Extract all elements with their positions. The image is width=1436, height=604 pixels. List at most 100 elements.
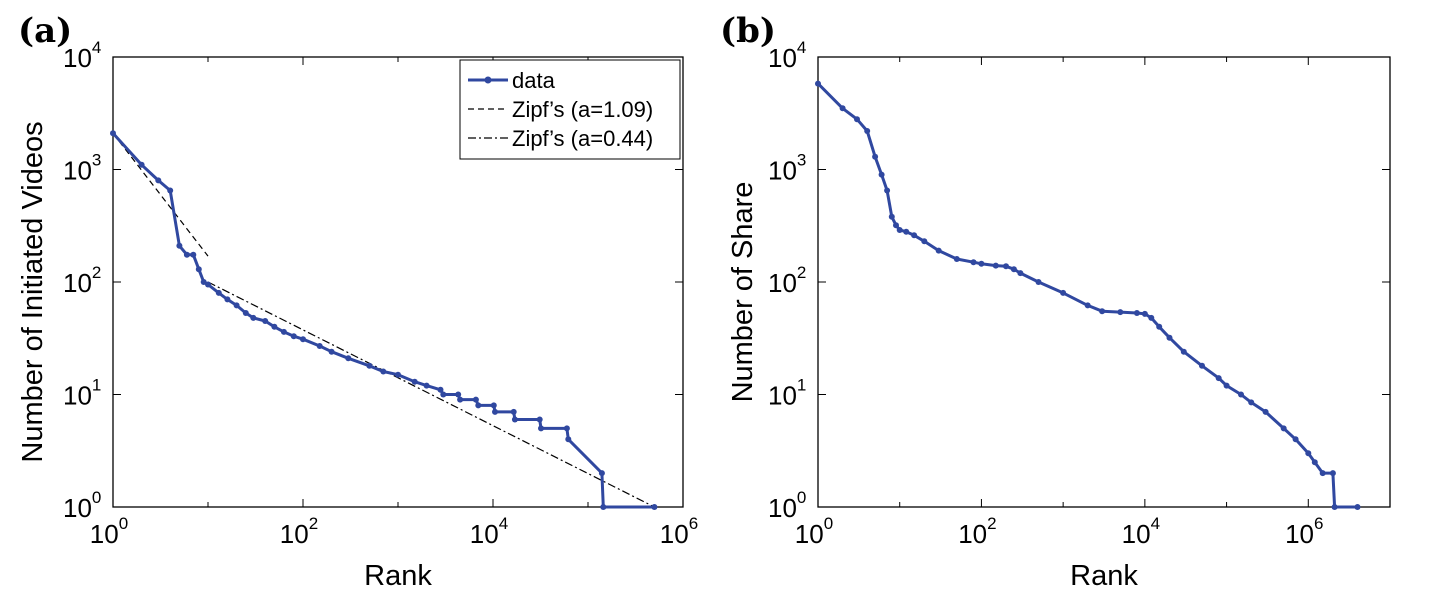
- x-tick-exponent: 0: [824, 514, 833, 533]
- legend-label: Zipf’s (a=0.44): [512, 126, 653, 151]
- data-point: [921, 238, 928, 245]
- data-point: [411, 378, 418, 385]
- data-point: [888, 213, 895, 220]
- data-point: [205, 281, 211, 288]
- y-tick-base: 10: [768, 156, 797, 186]
- data-point: [1305, 450, 1312, 457]
- data-point: [1248, 399, 1255, 406]
- legend: data Zipf’s (a=1.09) Zipf’s (a=0.44): [459, 59, 681, 160]
- data-point: [1133, 310, 1140, 316]
- data-point: [492, 408, 498, 415]
- y-tick-label: 101: [63, 376, 101, 411]
- data-point: [380, 368, 387, 375]
- y-tick-base: 10: [63, 268, 92, 298]
- data-point: [536, 416, 543, 423]
- data-point: [437, 386, 444, 393]
- data-point: [215, 289, 222, 296]
- data-point: [538, 425, 544, 432]
- data-point: [190, 251, 197, 258]
- data-point: [366, 362, 373, 369]
- x-tick-label: 100: [90, 514, 128, 549]
- x-tick-exponent: 4: [499, 514, 508, 533]
- x-tick-label: 104: [470, 514, 508, 549]
- data-point: [1292, 436, 1299, 443]
- x-tick-label: 102: [958, 514, 996, 549]
- data-point: [1166, 334, 1173, 341]
- data-point: [195, 266, 202, 273]
- data-point: [815, 80, 821, 87]
- series-line: [207, 281, 655, 508]
- data-point: [1035, 279, 1042, 285]
- data-point: [510, 408, 517, 415]
- data-point: [490, 402, 497, 409]
- data-point: [395, 371, 401, 378]
- x-tick-base: 10: [660, 519, 689, 549]
- x-tick-exponent: 2: [987, 514, 996, 533]
- data-point: [1319, 470, 1326, 477]
- data-point: [345, 355, 352, 362]
- panel-label: (b): [720, 11, 776, 51]
- data-point: [878, 171, 885, 178]
- data-point: [903, 228, 910, 235]
- x-tick-label: 102: [280, 514, 318, 549]
- y-tick-base: 10: [63, 381, 92, 411]
- data-point: [839, 105, 846, 112]
- data-point: [1354, 504, 1361, 510]
- y-tick-label: 104: [768, 38, 806, 73]
- data-point: [423, 382, 430, 389]
- y-tick-exponent: 4: [92, 38, 101, 57]
- x-tick-base: 10: [470, 519, 499, 549]
- x-tick-label: 106: [660, 514, 698, 549]
- y-tick-exponent: 3: [797, 151, 806, 170]
- x-axis-label: Rank: [364, 560, 432, 592]
- data-point: [1215, 375, 1222, 382]
- data-point: [600, 504, 607, 510]
- data-point: [1148, 314, 1155, 321]
- data-point: [1311, 459, 1318, 466]
- series-line: [816, 82, 1358, 509]
- x-tick-exponent: 6: [689, 514, 698, 533]
- data-point: [242, 310, 249, 316]
- x-tick-exponent: 2: [309, 514, 318, 533]
- y-tick-base: 10: [63, 43, 92, 73]
- data-point: [316, 343, 323, 349]
- data-point: [280, 328, 287, 335]
- data-point: [1084, 302, 1091, 309]
- data-point: [176, 242, 183, 249]
- series-line: [112, 132, 209, 257]
- y-tick-exponent: 1: [797, 376, 806, 395]
- y-tick-exponent: 0: [92, 488, 101, 507]
- data-point: [1223, 382, 1230, 389]
- series-reference-line: [207, 281, 655, 508]
- data-point: [475, 402, 482, 409]
- data-point: [1329, 470, 1336, 477]
- data-point: [262, 318, 269, 324]
- x-tick-label: 100: [795, 514, 833, 549]
- x-tick-exponent: 0: [119, 514, 128, 533]
- data-point: [1141, 310, 1148, 317]
- y-tick-exponent: 4: [797, 38, 806, 57]
- data-point: [854, 116, 860, 123]
- data-point: [455, 391, 462, 398]
- y-axis-label: Number of Share: [727, 182, 759, 403]
- y-tick-exponent: 0: [797, 488, 806, 507]
- data-point: [1003, 263, 1009, 270]
- data-point: [1010, 266, 1017, 273]
- legend-label: data: [512, 68, 556, 93]
- data-point: [598, 470, 605, 477]
- data-point: [978, 260, 985, 267]
- data-point: [183, 251, 190, 258]
- y-tick-exponent: 1: [92, 376, 101, 395]
- data-point: [167, 187, 174, 194]
- data-point: [1280, 425, 1287, 432]
- x-tick-base: 10: [1285, 519, 1314, 549]
- y-tick-label: 102: [63, 263, 101, 298]
- x-tick-base: 10: [280, 519, 309, 549]
- data-point: [935, 247, 942, 254]
- data-point: [1262, 408, 1269, 415]
- y-tick-label: 101: [768, 376, 806, 411]
- data-point: [1199, 362, 1205, 369]
